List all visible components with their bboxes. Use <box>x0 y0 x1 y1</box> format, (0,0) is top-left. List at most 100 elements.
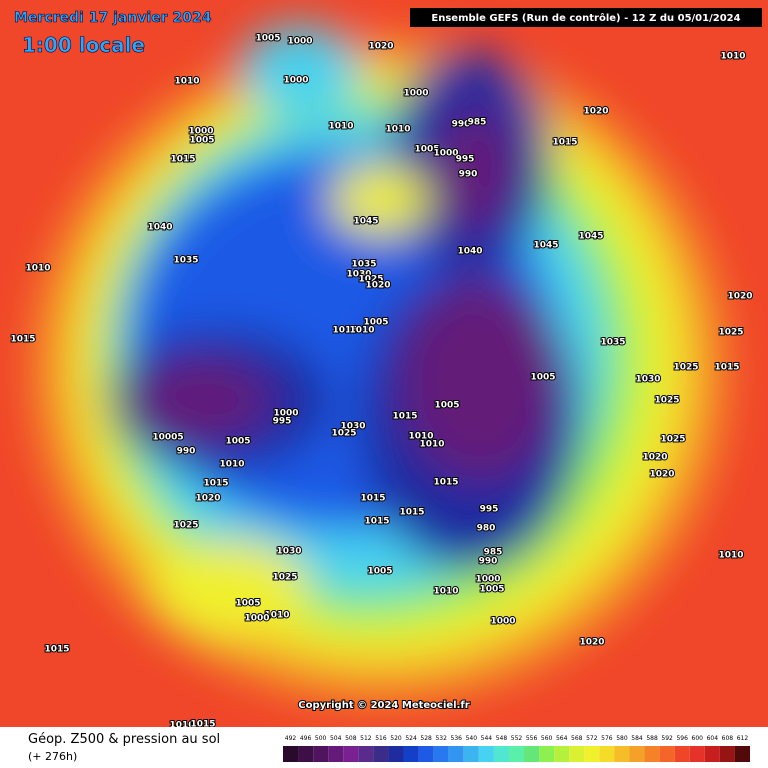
colorbar-swatch <box>508 746 525 762</box>
isobar-label: 1000 <box>403 89 428 99</box>
colorbar-swatch <box>704 746 720 762</box>
colorbar-tick-label: 584 <box>631 735 643 742</box>
isobar-label: 1020 <box>583 107 608 117</box>
isobar-label: 1000 <box>433 149 458 159</box>
colorbar-tick-label: 560 <box>541 735 553 742</box>
isobar-label: 1025 <box>272 573 297 583</box>
colorbar-tick-label: 548 <box>496 735 508 742</box>
colorbar-swatch <box>569 746 585 762</box>
isobar-label: 1005 <box>434 401 459 411</box>
run-info: Ensemble GEFS (Run de contrôle) - 12 Z d… <box>431 12 740 24</box>
isobar-label: 995 <box>480 505 499 515</box>
footer-title: Géop. Z500 & pression au sol <box>28 732 220 747</box>
colorbar-swatch <box>463 746 479 762</box>
isobar-label: 1025 <box>673 363 698 373</box>
colorbar-swatch <box>644 746 660 762</box>
isobar-label: 1000 <box>273 409 298 419</box>
isobar-label: 1005 <box>367 567 392 577</box>
isobar-label: 1030 <box>346 270 371 280</box>
colorbar-tick-label: 508 <box>345 735 357 742</box>
colorbar-swatch <box>478 746 494 762</box>
colorbar-tick-label: 492 <box>285 735 297 742</box>
colorbar-tick-label: 500 <box>315 735 327 742</box>
isobar-label: 1005 <box>414 145 439 155</box>
isobar-label: 1010 <box>174 77 199 87</box>
isobar-label: 995 <box>456 155 475 165</box>
colorbar-swatch <box>689 746 705 762</box>
colorbar-tick-label: 552 <box>511 735 523 742</box>
isobar-label: 1005 <box>530 373 555 383</box>
isobar-label: 985 <box>468 118 487 128</box>
isobar-label: 1020 <box>368 42 393 52</box>
isobar-label: 1005 <box>189 136 214 146</box>
isobar-label: 1035 <box>600 338 625 348</box>
isobar-label: 1000 <box>490 617 515 627</box>
isobar-label: 1015 <box>399 508 424 518</box>
isobar-label: 1010 <box>720 52 745 62</box>
colorbar-swatch <box>554 746 570 762</box>
isobar-label: 1010 <box>718 551 743 561</box>
isobar-label: 1020 <box>579 638 604 648</box>
copyright: Copyright © 2024 Meteociel.fr <box>298 700 469 711</box>
colorbar-swatch <box>433 746 449 762</box>
isobar-label: 1000 <box>188 127 213 137</box>
run-banner <box>410 8 762 27</box>
isobar-label: 1000 <box>475 575 500 585</box>
colorbar-tick-label: 556 <box>526 735 538 742</box>
isobar-label: 990 <box>459 170 478 180</box>
isobar-label: 1005 <box>479 585 504 595</box>
colorbar-tick-label: 572 <box>586 735 598 742</box>
colorbar-swatch <box>524 746 540 762</box>
isobar-label: 1015 <box>170 155 195 165</box>
isobar-label: 1020 <box>365 281 390 291</box>
isobar-label: 1020 <box>649 470 674 480</box>
colorbar-tick-label: 512 <box>360 735 372 742</box>
isobar-label: 1015 <box>552 138 577 148</box>
time: 1:00 locale <box>22 33 145 57</box>
colorbar-tick-label: 592 <box>661 735 673 742</box>
isobar-label: 1040 <box>147 223 172 233</box>
isobar-label: 1000 <box>283 76 308 86</box>
isobar-label: 985 <box>484 548 503 558</box>
colorbar-swatch <box>448 746 464 762</box>
isobar-label: 1020 <box>195 494 220 504</box>
isobar-label: 1015 <box>433 478 458 488</box>
colorbar-swatch <box>734 746 750 762</box>
isobar-label: 990 <box>177 447 196 457</box>
isobar-label: 1010 <box>349 326 374 336</box>
colorbar-tick-label: 588 <box>646 735 658 742</box>
isobar-label: 1010 <box>25 264 50 274</box>
isobar-label: 1035 <box>173 256 198 266</box>
isobar-label: 1010 <box>264 611 289 621</box>
isobar-label: 1045 <box>533 241 558 251</box>
isobar-label: 1040 <box>457 247 482 257</box>
colorbar-swatch <box>358 746 374 762</box>
isobar-label: 1030 <box>635 375 660 385</box>
colorbar-tick-label: 520 <box>390 735 402 742</box>
isobar-label: 1030 <box>276 547 301 557</box>
isobar-label: 1035 <box>351 260 376 270</box>
colorbar-tick-label: 580 <box>616 735 628 742</box>
isobar-label: 1005 <box>225 437 250 447</box>
isobar-label: 1045 <box>353 217 378 227</box>
lead-time: (+ 276h) <box>28 750 77 763</box>
isobar-label: 1000 <box>244 614 269 624</box>
isobar-label: 1010 <box>328 122 353 132</box>
colorbar-swatch <box>659 746 675 762</box>
isobar-label: 1015 <box>364 517 389 527</box>
isobar-label: 995 <box>273 417 292 427</box>
colorbar-swatch <box>584 746 600 762</box>
colorbar-tick-label: 524 <box>405 735 417 742</box>
colorbar-tick-label: 536 <box>451 735 463 742</box>
colorbar-tick-label: 504 <box>330 735 342 742</box>
colorbar-swatch <box>629 746 645 762</box>
colorbar-swatch <box>343 746 359 762</box>
colorbar-swatch <box>614 746 630 762</box>
isobar-label: 1010 <box>433 587 458 597</box>
colorbar-tick-label: 568 <box>571 735 583 742</box>
isobar-label: 1010 <box>219 460 244 470</box>
isobar-label: 1045 <box>578 232 603 242</box>
isobar-label: 10005 <box>152 433 183 443</box>
